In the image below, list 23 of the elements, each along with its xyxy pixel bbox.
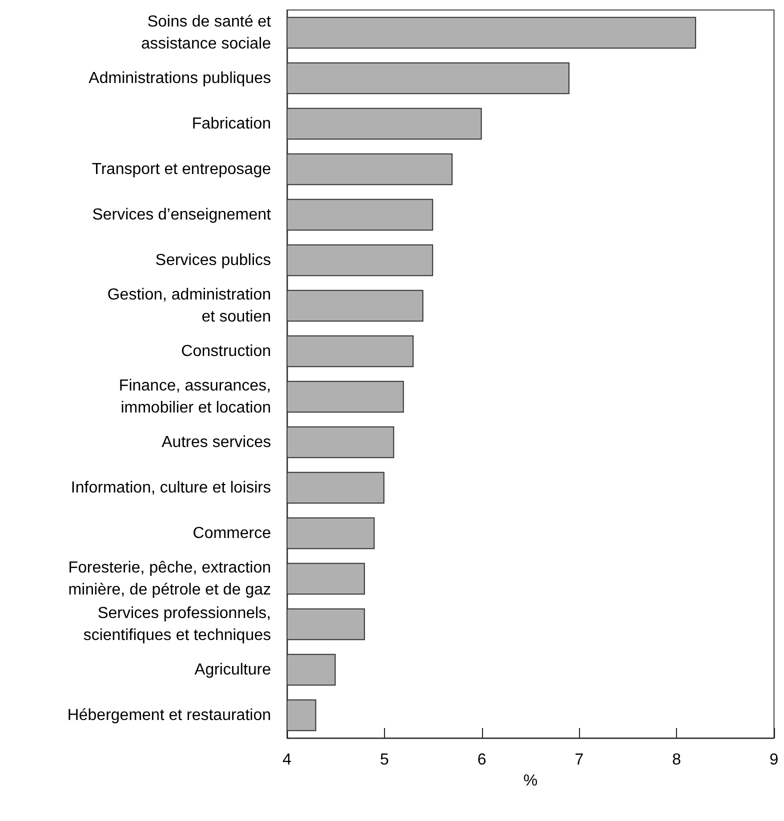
y-tick-label: Services publics bbox=[155, 252, 271, 269]
x-axis-title: % bbox=[523, 772, 538, 790]
y-tick-label: Administrations publiques bbox=[88, 70, 271, 87]
y-tick-label: Autres services bbox=[162, 434, 271, 451]
y-tick-label: Gestion, administration et soutien bbox=[107, 286, 271, 326]
y-tick-label: Information, culture et loisirs bbox=[70, 479, 271, 496]
y-tick-label: Finance, assurances, immobilier et location bbox=[118, 377, 271, 416]
y-tick-label: Agriculture bbox=[194, 661, 272, 678]
x-tick-label: 8 bbox=[672, 752, 682, 768]
y-tick-label: Commerce bbox=[192, 524, 272, 542]
x-tick-label: 4 bbox=[282, 752, 292, 768]
y-tick-label: Foresterie, pêche, extraction minière, de pétrole et de gaz bbox=[68, 559, 271, 598]
x-tick-label: 5 bbox=[380, 752, 389, 768]
y-tick-label: Transport et entreposage bbox=[92, 160, 272, 178]
x-tick-label: 6 bbox=[477, 752, 486, 768]
y-tick-label: Fabrication bbox=[192, 115, 271, 132]
y-tick-label: Construction bbox=[181, 342, 271, 360]
y-tick-label: Hébergement et restauration bbox=[67, 706, 271, 724]
x-tick-label: 9 bbox=[770, 752, 779, 768]
y-tick-label: Services d’enseignement bbox=[92, 206, 272, 224]
y-tick-label: Services professionnels, scientifiques et techniques bbox=[83, 604, 271, 644]
x-tick-label: 7 bbox=[574, 752, 584, 768]
y-tick-label: Soins de santé et assistance sociale bbox=[141, 13, 272, 52]
